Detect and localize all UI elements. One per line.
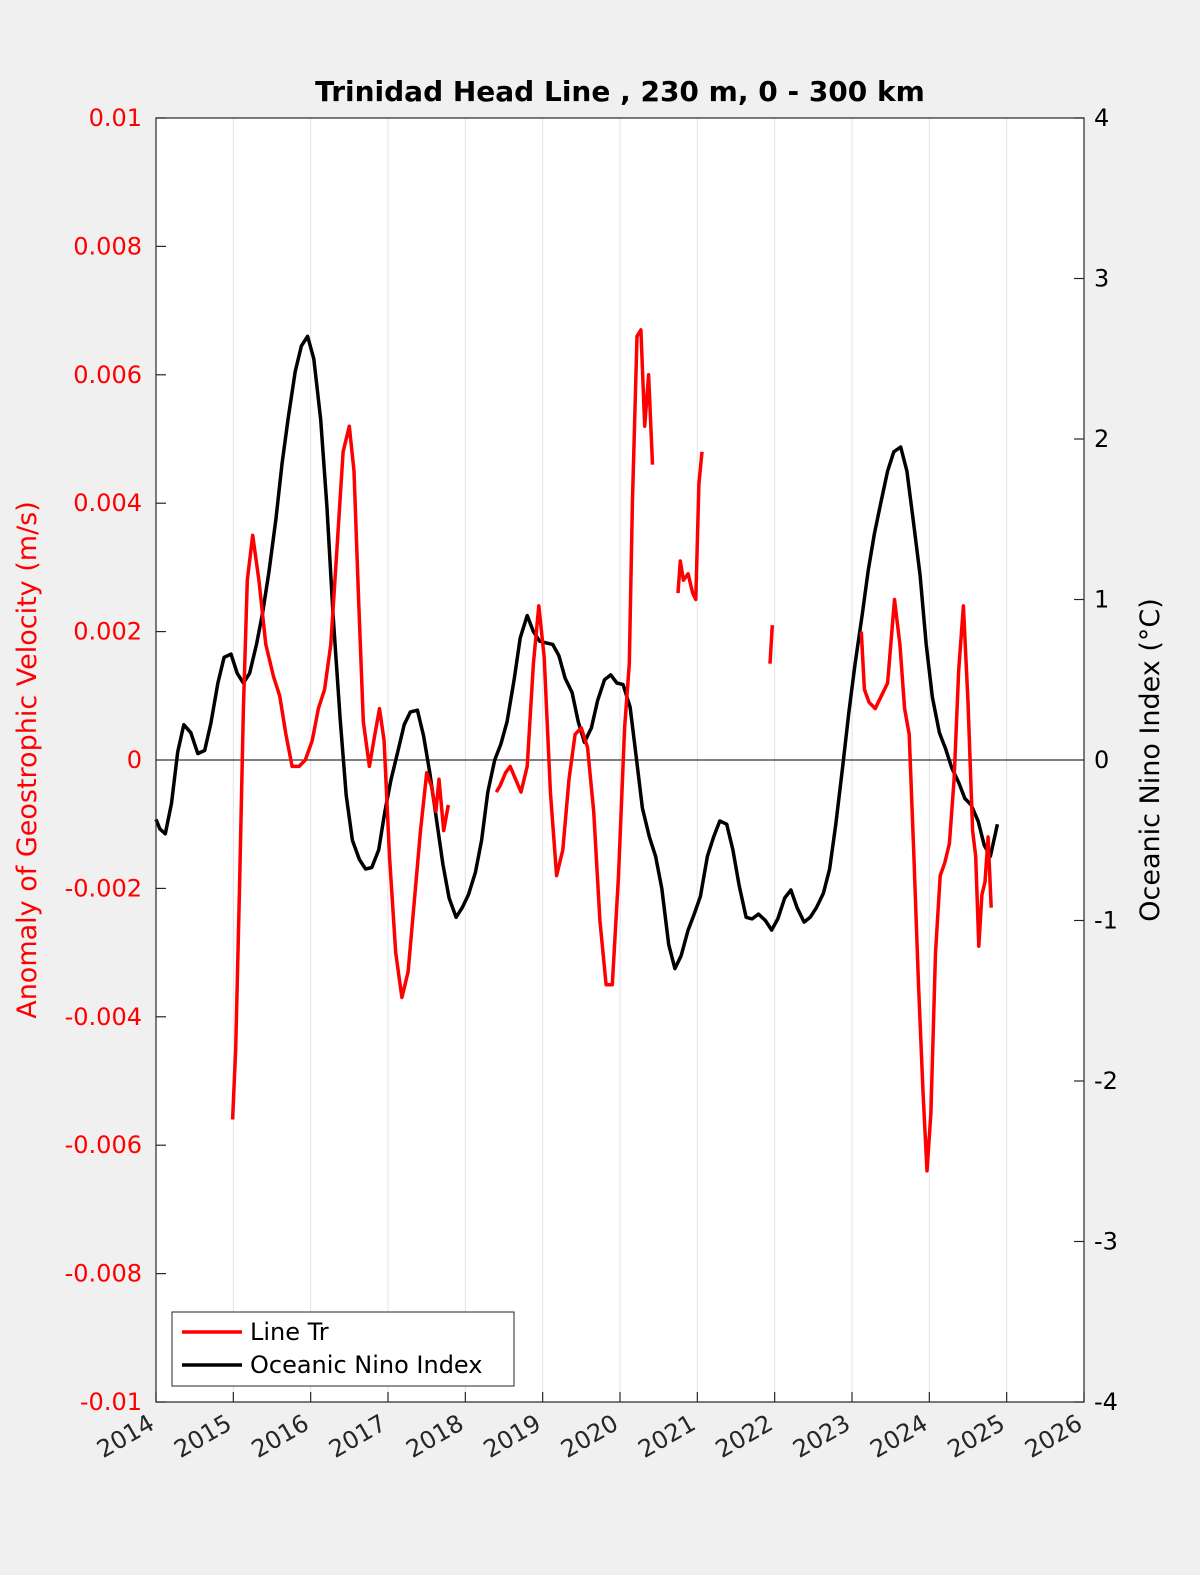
- legend-box: [171, 1311, 515, 1387]
- y-left-tick-label: 0: [127, 746, 142, 774]
- y-left-tick-label: -0.006: [65, 1131, 142, 1159]
- series-line-tr-segment: [494, 328, 655, 987]
- legend-label-oni: Oceanic Nino Index: [250, 1351, 482, 1379]
- series-line-tr-segment: [859, 597, 993, 1173]
- x-tick-label: 2021: [633, 1409, 700, 1464]
- series-line-tr-segment: [768, 625, 775, 664]
- y-right-tick-label: 4: [1094, 104, 1109, 132]
- legend-label-line-tr: Line Tr: [250, 1318, 329, 1346]
- y-left-tick-label: -0.01: [80, 1388, 142, 1416]
- y-left-tick-label: -0.004: [65, 1003, 142, 1031]
- x-tick-label: 2023: [788, 1409, 855, 1464]
- y-right-tick-label: -1: [1094, 907, 1118, 935]
- y-left-tick-label: 0.002: [73, 618, 142, 646]
- legend: Line Tr Oceanic Nino Index: [171, 1311, 515, 1387]
- y-left-tick-label: -0.008: [65, 1260, 142, 1288]
- y-left-tick-label: 0.006: [73, 361, 142, 389]
- x-tick-label: 2016: [247, 1409, 314, 1464]
- y-left-tick-label: 0.004: [73, 489, 142, 517]
- x-tick-label: 2025: [943, 1409, 1010, 1464]
- y-right-tick-label: -3: [1094, 1228, 1118, 1256]
- y-axis-right: -4 -3 -2 -1 0 1 2 3 4: [1074, 104, 1118, 1416]
- series-line-tr-segment: [230, 424, 451, 1120]
- x-tick-label: 2020: [556, 1409, 623, 1464]
- y-right-tick-label: 3: [1094, 265, 1109, 293]
- y-right-tick-label: -4: [1094, 1388, 1118, 1416]
- y-right-tick-label: -2: [1094, 1067, 1118, 1095]
- chart-title: Trinidad Head Line , 230 m, 0 - 300 km: [315, 75, 925, 108]
- x-tick-label: 2024: [865, 1409, 932, 1464]
- x-tick-label: 2018: [401, 1409, 468, 1464]
- y-axis-left: -0.01 -0.008 -0.006 -0.004 -0.002 0 0.002 0.004…: [65, 104, 166, 1416]
- x-axis: 2014 2015 2016 2017 2018 2019 2020 2021 2022 2023…: [92, 1392, 1087, 1464]
- y-right-tick-label: 2: [1094, 425, 1109, 453]
- y-left-tick-label: 0.01: [89, 104, 142, 132]
- series-line-tr-segment: [676, 451, 704, 602]
- x-tick-label: 2017: [324, 1409, 391, 1464]
- x-tick-label: 2015: [169, 1409, 236, 1464]
- x-tick-label: 2019: [479, 1409, 546, 1464]
- y-left-tick-label: 0.008: [73, 232, 142, 260]
- series-oni-segment: [154, 334, 1000, 971]
- y-left-tick-label: -0.002: [65, 874, 142, 902]
- x-tick-label: 2022: [711, 1409, 778, 1464]
- y-right-tick-label: 1: [1094, 586, 1109, 614]
- x-tick-label: 2014: [92, 1409, 159, 1464]
- series-layer: [154, 328, 1000, 1173]
- y-axis-left-label: Anomaly of Geostrophic Velocity (m/s): [12, 501, 43, 1019]
- x-tick-label: 2026: [1020, 1409, 1087, 1464]
- y-right-tick-label: 0: [1094, 746, 1109, 774]
- y-axis-right-label: Oceanic Nino Index (°C): [1135, 598, 1166, 922]
